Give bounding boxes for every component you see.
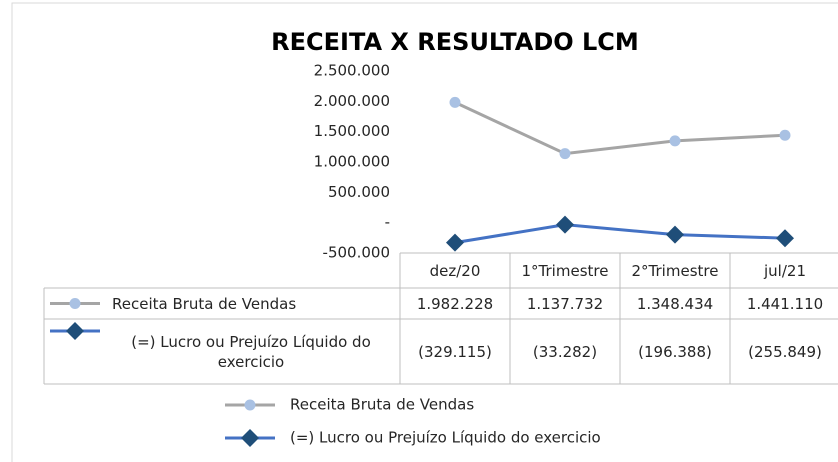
x-tick-label: dez/20 <box>429 261 481 280</box>
data-label: 1.348.434 <box>636 294 714 313</box>
y-tick-label: 500.000 <box>328 183 390 201</box>
series-line <box>454 101 786 156</box>
table-row-label: Receita Bruta de Vendas <box>112 294 297 313</box>
marker <box>776 229 794 248</box>
y-tick-label: 2.000.000 <box>314 92 390 110</box>
marker <box>556 215 574 234</box>
data-label: (255.849) <box>748 342 822 361</box>
marker <box>69 298 81 309</box>
marker <box>669 135 681 147</box>
marker <box>241 429 259 447</box>
y-tick-label: -500.000 <box>323 244 390 262</box>
y-tick-label: 2.500.000 <box>314 62 390 80</box>
data-label: 1.982.228 <box>416 294 494 313</box>
chart-border <box>11 2 838 462</box>
table-row-label: (=) Lucro ou Prejuízo Líquido do exercic… <box>131 332 371 371</box>
data-label: (196.388) <box>638 342 712 361</box>
y-tick-label: 1.500.000 <box>314 122 390 140</box>
legend-label: Receita Bruta de Vendas <box>290 396 474 414</box>
legend-label: (=) Lucro ou Prejuízo Líquido do exercic… <box>290 429 601 447</box>
marker <box>66 322 84 340</box>
data-label: (329.115) <box>418 342 492 361</box>
x-tick-label: 1°Trimestre <box>521 261 609 280</box>
y-tick-label: - <box>385 213 390 231</box>
marker <box>779 129 791 141</box>
marker <box>244 399 256 411</box>
marker <box>666 225 684 244</box>
data-label: 1.137.732 <box>526 294 604 313</box>
data-label: 1.441.110 <box>746 294 824 313</box>
y-tick-label: 1.000.000 <box>314 153 390 171</box>
marker <box>446 233 464 252</box>
x-tick-label: jul/21 <box>764 261 806 280</box>
chart-title: RECEITA X RESULTADO LCM <box>271 28 639 56</box>
marker <box>559 148 571 160</box>
x-tick-label: 2°Trimestre <box>631 261 719 280</box>
data-label: (33.282) <box>532 342 598 361</box>
series-line <box>454 223 786 245</box>
marker <box>449 96 461 108</box>
